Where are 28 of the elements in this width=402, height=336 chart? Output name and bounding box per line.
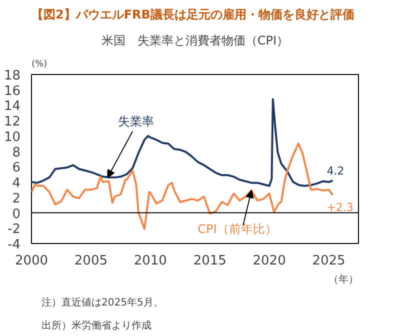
series-label: CPI（前年比） [198, 222, 277, 236]
y-tick-label: 12 [4, 114, 21, 130]
x-tick-label: 2020 [252, 254, 286, 268]
y-tick-label: 10 [4, 130, 21, 145]
y-tick-label: -2 [8, 222, 21, 238]
x-tick-label: 2005 [74, 254, 108, 268]
y-axis-title: (%) [32, 60, 48, 70]
y-tick-label: -4 [8, 238, 21, 252]
series-label: 失業率 [118, 114, 154, 128]
annotation: 4.2 [326, 164, 344, 178]
y-tick-label: 16 [4, 84, 21, 99]
y-tick-label: 6 [12, 160, 21, 176]
annotation: +2.3 [326, 201, 354, 214]
x-tick-label: 2000 [14, 254, 48, 268]
chart-title: 【図2】パウエルFRB議長は足元の雇用・物価を良好と評価 [32, 8, 354, 22]
text: 出所）米労働省より作成 [42, 320, 152, 332]
y-tick-label: 8 [12, 145, 21, 160]
chart-subtitle: 米国 失業率と消費者物価（CPI） [101, 34, 289, 48]
x-tick-label: 2015 [193, 254, 226, 268]
y-tick-label: 14 [4, 99, 21, 114]
y-tick-label: 18 [4, 68, 21, 84]
y-tick-label: 0 [12, 206, 21, 222]
x-tick-label: 2025 [312, 254, 346, 268]
x-tick-label: 2010 [134, 254, 167, 268]
x-axis-title: （年） [328, 274, 358, 286]
text: 注）直近値は2025年5月。 [42, 296, 164, 308]
y-tick-label: 2 [12, 191, 21, 206]
y-tick-label: 4 [12, 176, 21, 192]
